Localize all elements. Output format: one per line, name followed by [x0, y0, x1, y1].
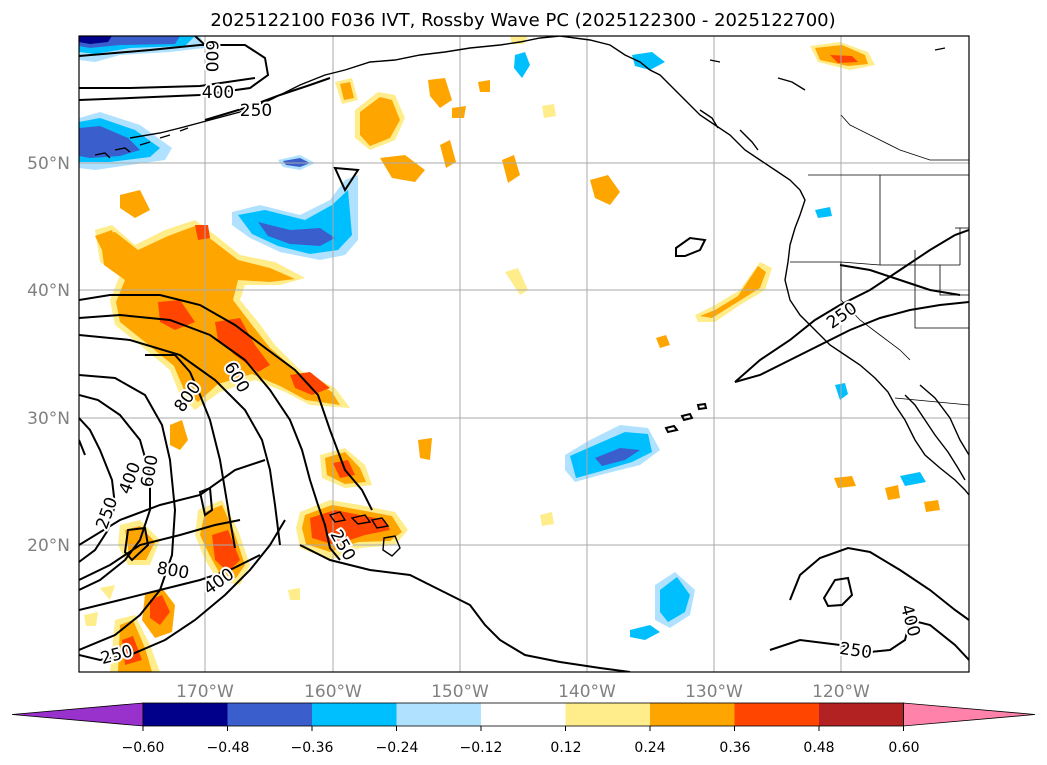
- colorbar-tick-label: 0.60: [888, 740, 919, 756]
- colorbar-segment: [734, 703, 819, 726]
- lon-label: 130°W: [685, 682, 743, 702]
- map-panel: 400 250 800 600 250 400 600 250 800 400 …: [27, 35, 970, 702]
- lat-label: 40°N: [27, 281, 70, 301]
- colorbar-tick-label: 0.24: [634, 740, 665, 756]
- colorbar-tick-label: −0.36: [291, 740, 334, 756]
- colorbar-tick-label: 0.48: [803, 740, 834, 756]
- colorbar-ticks: [142, 726, 904, 731]
- negative-anomaly-shading: [79, 36, 926, 640]
- colorbar-segment: [650, 703, 735, 726]
- contour-label: 400: [202, 83, 234, 103]
- longitude-labels: 170°W 160°W 150°W 140°W 130°W 120°W: [176, 682, 870, 702]
- lon-label: 150°W: [431, 682, 489, 702]
- colorbar-frame: [142, 702, 904, 727]
- colorbar-extend-high: [903, 702, 1036, 727]
- lon-label: 170°W: [176, 682, 234, 702]
- colorbar-segment: [819, 703, 904, 726]
- coastlines: [94, 36, 969, 557]
- colorbar-tick-label: −0.12: [460, 740, 503, 756]
- positive-anomaly-shading: [84, 36, 940, 672]
- colorbar: −0.60 −0.48 −0.36 −0.24 −0.12 0.12 0.24 …: [11, 702, 1036, 756]
- latitude-labels: 50°N 40°N 30°N 20°N: [27, 154, 70, 556]
- colorbar-segment: [312, 703, 397, 726]
- rossby-wave-contours: [79, 36, 969, 672]
- colorbar-segment: [227, 703, 312, 726]
- lat-label: 50°N: [27, 154, 70, 174]
- contour-label: 600: [201, 40, 221, 72]
- colorbar-segment: [565, 703, 650, 726]
- contour-label: 250: [240, 101, 272, 121]
- colorbar-segment: [396, 703, 481, 726]
- lon-label: 160°W: [304, 682, 362, 702]
- figure-title: 2025122100 F036 IVT, Rossby Wave PC (202…: [210, 10, 835, 31]
- map-frame: [78, 35, 970, 673]
- lat-label: 20°N: [27, 536, 70, 556]
- colorbar-segments: [11, 702, 1036, 727]
- colorbar-tick-label: −0.60: [122, 740, 165, 756]
- colorbar-extend-low: [11, 702, 144, 727]
- lon-label: 140°W: [558, 682, 616, 702]
- colorbar-tick-label: −0.48: [207, 740, 250, 756]
- lon-label: 120°W: [812, 682, 870, 702]
- colorbar-tick-label: −0.24: [376, 740, 419, 756]
- colorbar-tick-label: 0.36: [719, 740, 750, 756]
- colorbar-tick-labels: −0.60 −0.48 −0.36 −0.24 −0.12 0.12 0.24 …: [122, 740, 920, 756]
- colorbar-tick-label: 0.12: [550, 740, 581, 756]
- colorbar-segment: [143, 703, 228, 726]
- map-gridlines: [79, 36, 969, 672]
- lat-label: 30°N: [27, 409, 70, 429]
- colorbar-segment: [481, 703, 566, 726]
